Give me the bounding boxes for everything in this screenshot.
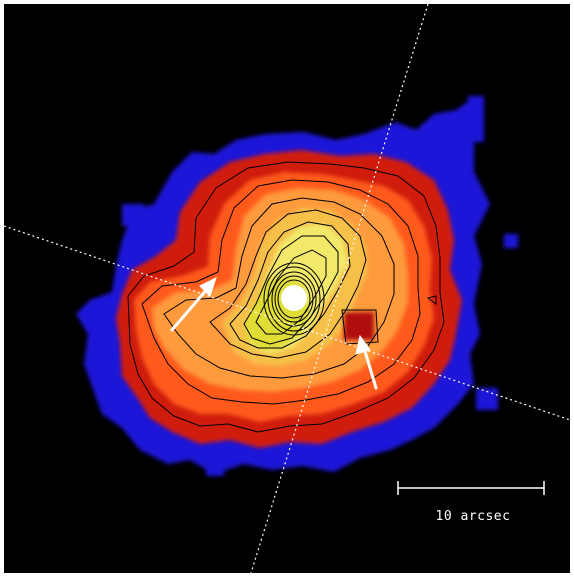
intensity-map: [4, 4, 570, 573]
axis-lines: [4, 4, 570, 573]
astronomical-image: 10 arcsec: [4, 4, 570, 573]
scale-bar: [397, 481, 545, 495]
contour-lines: [127, 161, 445, 433]
arrows: [170, 277, 378, 390]
secondary-knot: [344, 312, 374, 340]
nucleus: [281, 285, 307, 311]
arrow-left: [170, 277, 217, 332]
scale-bar-label: 10 arcsec: [435, 509, 511, 524]
arrow-right: [355, 334, 378, 390]
axis-line-1: [250, 4, 429, 573]
